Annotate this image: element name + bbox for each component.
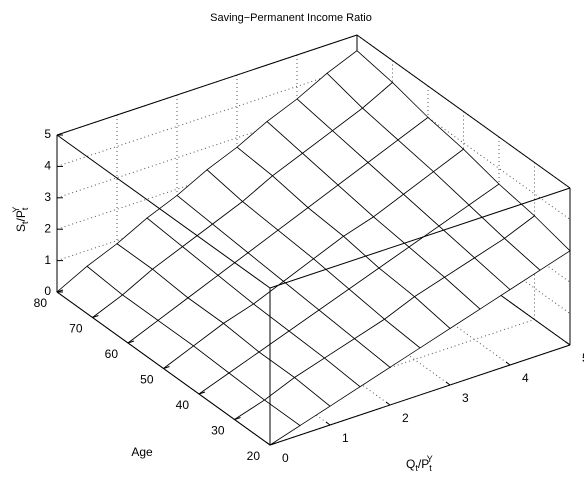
- z-axis-label: St/PtY: [11, 207, 30, 232]
- tick-mark: [269, 442, 277, 446]
- x-axis-label-part: t: [429, 463, 432, 473]
- grid-line: [56, 160, 358, 262]
- grid-line: [56, 128, 358, 230]
- z-axis-label-part: /P: [14, 210, 28, 221]
- x-tick-label: 0: [282, 451, 289, 465]
- x-tick-label: 2: [402, 411, 409, 425]
- tick-mark: [265, 441, 271, 446]
- z-tick-label: 4: [44, 159, 51, 173]
- tick-mark: [445, 381, 451, 386]
- box-edge: [269, 344, 571, 446]
- grid-line: [56, 97, 358, 199]
- y-tick-label: 60: [105, 347, 119, 361]
- z-tick-label: 1: [44, 253, 51, 267]
- x-axis-label: Qt/PtY: [406, 454, 433, 473]
- tick-mark: [163, 366, 170, 369]
- z-axis-label-part: Y: [11, 207, 21, 213]
- x-tick-label: 5: [582, 351, 584, 365]
- x-tick-label: 3: [462, 391, 469, 405]
- y-tick-label: 30: [211, 424, 225, 438]
- y-tick-label: 40: [176, 398, 190, 412]
- tick-mark: [56, 289, 64, 293]
- z-tick-label: 0: [44, 284, 51, 298]
- tick-mark: [505, 361, 511, 366]
- tick-mark: [127, 340, 135, 344]
- x-axis-label-part: Y: [427, 454, 433, 464]
- chart-title: Saving−Permanent Income Ratio: [210, 12, 372, 24]
- z-axis-label-part: S: [14, 224, 28, 232]
- z-tick-label: 3: [44, 190, 51, 204]
- y-tick-label: 70: [69, 322, 83, 336]
- grid-line: [56, 65, 358, 167]
- z-axis-label-part: t: [20, 221, 30, 224]
- x-axis-label-part: Q: [406, 457, 415, 471]
- z-axis-label-part: t: [20, 207, 30, 210]
- x-tick-label: 1: [342, 431, 349, 445]
- tick-mark: [565, 341, 571, 346]
- box-edge: [56, 34, 358, 136]
- y-axis-label: Age: [131, 445, 153, 459]
- tick-mark: [198, 391, 206, 395]
- x-axis-label-part: /P: [418, 457, 429, 471]
- tick-mark: [92, 315, 99, 318]
- box-edge: [269, 187, 571, 289]
- x-tick-label: 4: [522, 371, 529, 385]
- z-tick-label: 5: [44, 127, 51, 141]
- tick-mark: [234, 417, 241, 420]
- tick-mark: [325, 421, 331, 426]
- box-edge: [56, 134, 271, 289]
- z-tick-label: 2: [44, 221, 51, 235]
- y-tick-label: 80: [34, 296, 48, 310]
- y-tick-label: 20: [247, 449, 261, 463]
- tick-mark: [385, 401, 391, 406]
- x-axis-label-part: t: [415, 463, 418, 473]
- box-edge: [356, 34, 571, 189]
- y-tick-label: 50: [140, 373, 154, 387]
